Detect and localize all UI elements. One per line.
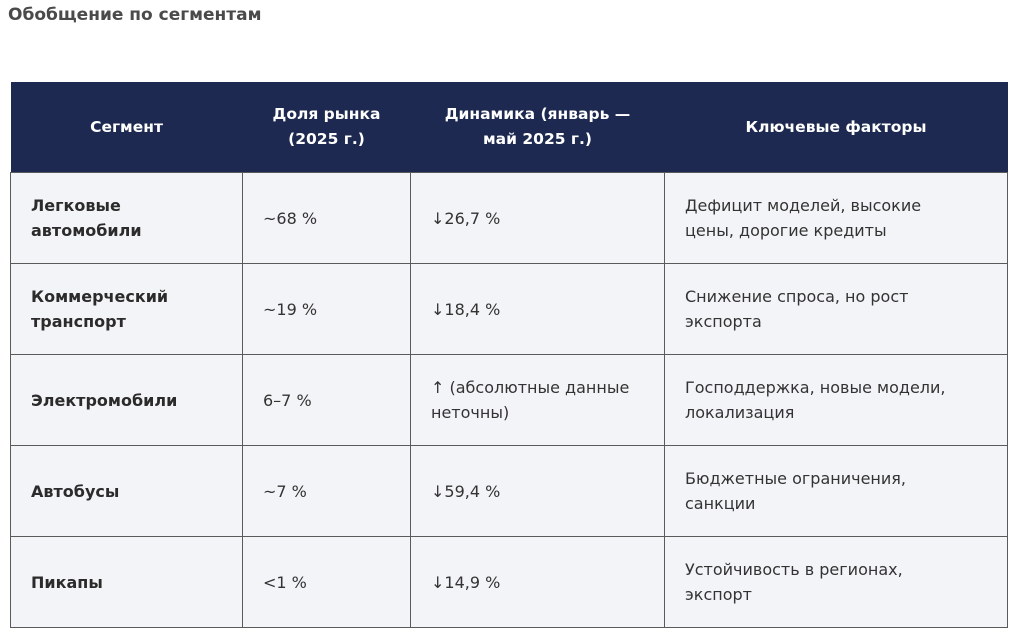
table-cell: <1 % — [242, 536, 411, 628]
table-cell: ↑ (абсолютные данные неточны) — [410, 354, 665, 446]
header-row: Сегмент Доля рынка (2025 г.) Динамика (янв… — [10, 82, 1008, 173]
section-title: Обобщение по сегментам — [8, 5, 262, 25]
table-row: Электромобили 6–7 % ↑ (абсолютные данные н… — [10, 354, 1008, 446]
table-cell: Дефицит моделей, высокие цены, дорогие к… — [664, 172, 1008, 264]
cell-text: Автобусы — [31, 481, 120, 501]
table-row: Пикапы <1 % ↓14,9 % Устойчивость в регионах… — [10, 536, 1008, 628]
table-cell: Пикапы — [10, 536, 243, 628]
cell-text: Легковые автомобили — [31, 196, 142, 240]
table-cell: Электромобили — [10, 354, 243, 446]
cell-text: Электромобили — [31, 390, 178, 410]
table-cell: ~19 % — [242, 263, 411, 355]
table-cell: ↓26,7 % — [410, 172, 665, 264]
column-header: Сегмент — [90, 117, 163, 136]
cell-text: Господдержка, новые модели, локализация — [685, 378, 946, 422]
cell-text: ~7 % — [263, 481, 307, 501]
cell-text: Коммерческий транспорт — [31, 287, 169, 331]
table-cell: Господдержка, новые модели, локализация — [664, 354, 1008, 446]
cell-text: Дефицит моделей, высокие цены, дорогие к… — [685, 196, 922, 240]
column-header: Динамика (январь — май 2025 г.) — [444, 105, 631, 148]
table-cell: Легковые автомобили — [10, 172, 243, 264]
cell-text: 6–7 % — [263, 390, 312, 410]
table-cell: ↓59,4 % — [410, 445, 665, 537]
cell-text: ~68 % — [263, 208, 318, 228]
table-cell: ↓18,4 % — [410, 263, 665, 355]
table-cell: 6–7 % — [242, 354, 411, 446]
table-row: Коммерческий транспорт ~19 % ↓18,4 % Снижен… — [10, 263, 1008, 355]
cell-text: Пикапы — [31, 572, 103, 592]
cell-text: ↓26,7 % — [431, 208, 501, 228]
table-cell: ↓14,9 % — [410, 536, 665, 628]
table-body: Легковые автомобили ~68 % ↓26,7 % Дефицит м… — [10, 172, 1008, 628]
table-cell: ~7 % — [242, 445, 411, 537]
column-header: Доля рынка (2025 г.) — [272, 105, 381, 148]
table-row: Легковые автомобили ~68 % ↓26,7 % Дефицит м… — [10, 172, 1008, 264]
table-cell: Автобусы — [10, 445, 243, 537]
table-cell: Коммерческий транспорт — [10, 263, 243, 355]
cell-text: Устойчивость в регионах, экспорт — [685, 560, 903, 604]
cell-text: Бюджетные ограничения, санкции — [685, 469, 906, 513]
cell-text: Снижение спроса, но рост экспорта — [685, 287, 909, 331]
cell-text: <1 % — [263, 572, 307, 592]
table-cell: ~68 % — [242, 172, 411, 264]
table-cell: Устойчивость в регионах, экспорт — [664, 536, 1008, 628]
table-cell: Снижение спроса, но рост экспорта — [664, 263, 1008, 355]
cell-text: ↓18,4 % — [431, 299, 501, 319]
column-header-cell: Доля рынка (2025 г.) — [242, 82, 411, 173]
column-header: Ключевые факторы — [745, 117, 927, 136]
column-header-cell: Ключевые факторы — [664, 82, 1008, 173]
table-header: Сегмент Доля рынка (2025 г.) Динамика (янв… — [10, 82, 1008, 173]
column-header-cell: Сегмент — [10, 82, 243, 173]
cell-text: ↑ (абсолютные данные неточны) — [431, 378, 630, 422]
segments-table: Сегмент Доля рынка (2025 г.) Динамика (янв… — [10, 82, 1008, 628]
table-row: Автобусы ~7 % ↓59,4 % Бюджетные ограничения… — [10, 445, 1008, 537]
cell-text: ↓14,9 % — [431, 572, 501, 592]
cell-text: ~19 % — [263, 299, 318, 319]
column-header-cell: Динамика (январь — май 2025 г.) — [410, 82, 665, 173]
table-cell: Бюджетные ограничения, санкции — [664, 445, 1008, 537]
cell-text: ↓59,4 % — [431, 481, 501, 501]
